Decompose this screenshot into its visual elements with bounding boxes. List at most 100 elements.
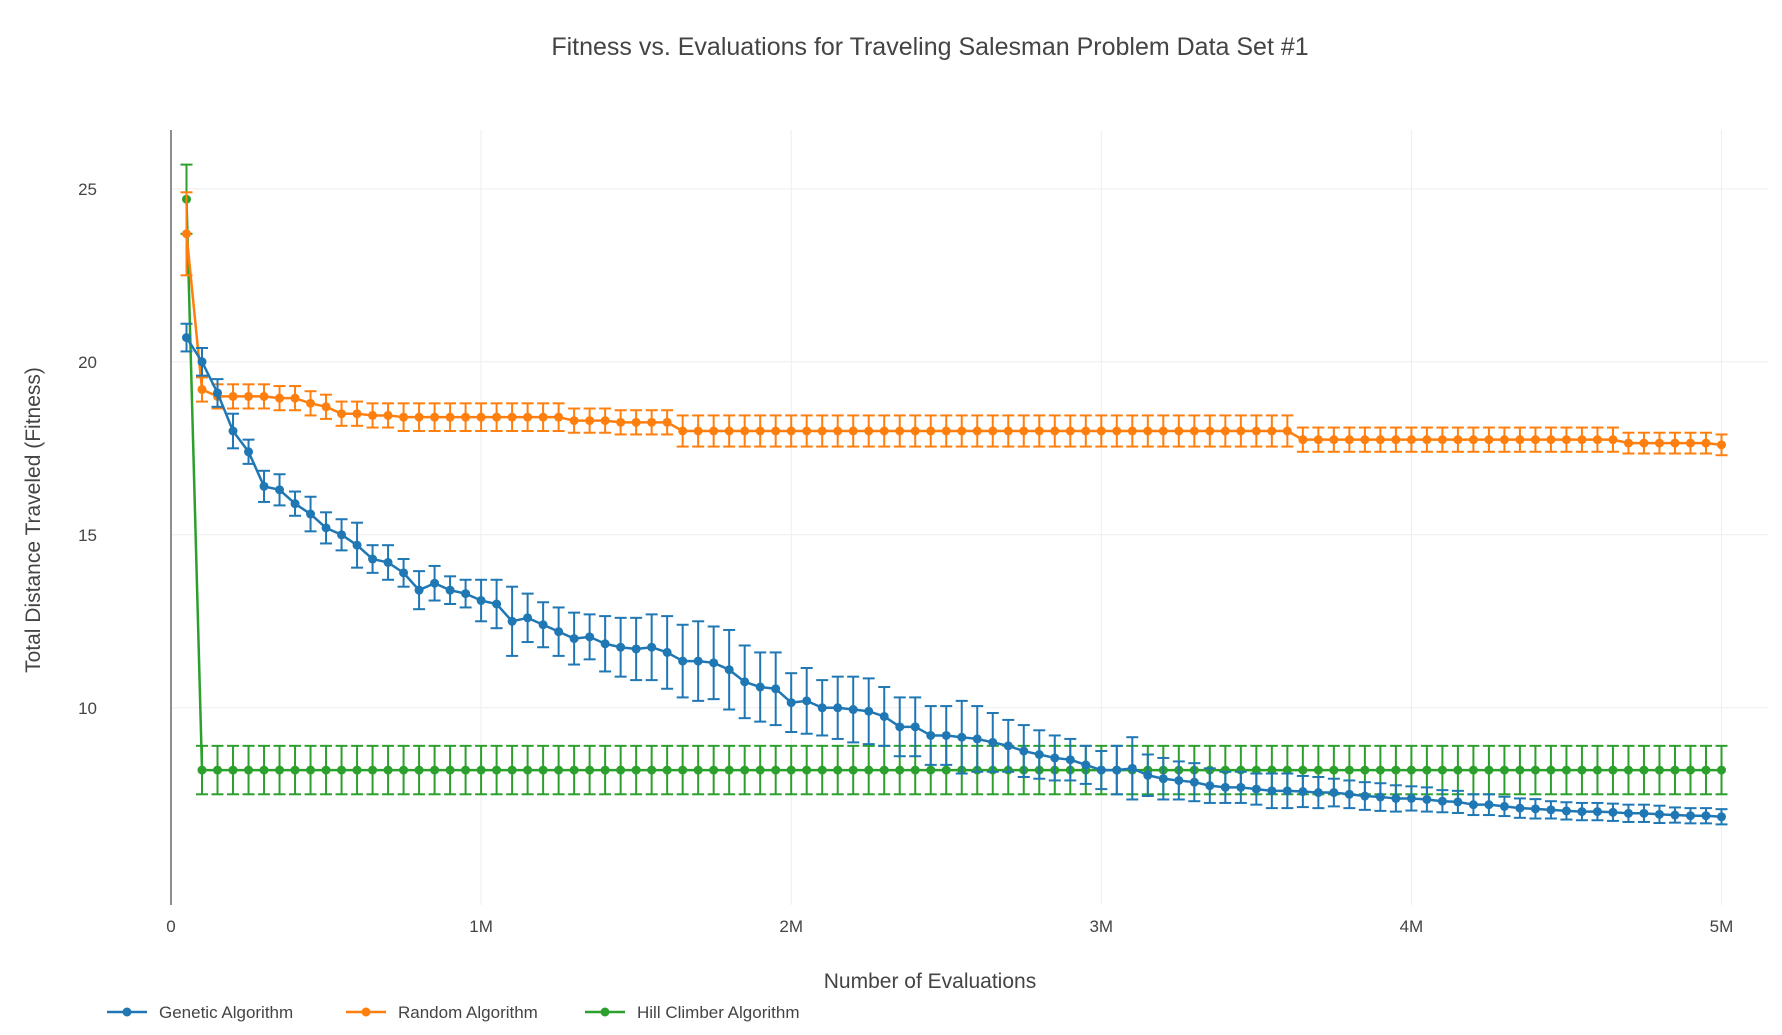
data-point — [833, 703, 843, 713]
data-point — [755, 765, 765, 775]
data-point — [352, 409, 362, 419]
data-point — [228, 765, 238, 775]
data-point — [1391, 765, 1401, 775]
data-point — [368, 410, 378, 420]
data-point — [631, 765, 641, 775]
data-point — [1577, 807, 1587, 817]
data-point — [1701, 765, 1711, 775]
data-point — [1205, 781, 1215, 791]
data-point — [523, 613, 533, 623]
data-point — [616, 417, 626, 427]
data-point — [321, 402, 331, 412]
data-point — [1189, 777, 1199, 787]
data-point — [1623, 438, 1633, 448]
data-point — [895, 426, 905, 436]
data-point — [848, 705, 858, 715]
data-point — [1251, 765, 1261, 775]
data-point — [879, 426, 889, 436]
data-point — [1515, 803, 1525, 813]
data-point — [461, 412, 471, 422]
data-point — [1592, 765, 1602, 775]
data-point — [1592, 435, 1602, 445]
data-point — [275, 765, 285, 775]
data-point — [213, 388, 223, 398]
data-point — [368, 554, 378, 564]
data-point — [1608, 435, 1618, 445]
data-point — [724, 665, 734, 675]
data-point — [678, 426, 688, 436]
data-point — [662, 647, 672, 657]
data-point — [600, 639, 610, 649]
data-point — [492, 599, 502, 609]
data-point — [693, 656, 703, 666]
data-point — [197, 357, 207, 367]
data-point — [1654, 438, 1664, 448]
data-point — [1546, 435, 1556, 445]
y-axis-title: Total Distance Traveled (Fitness) — [22, 367, 45, 673]
data-point — [1561, 765, 1571, 775]
data-point — [771, 684, 781, 694]
data-point — [1422, 765, 1432, 775]
data-point — [337, 765, 347, 775]
data-point — [445, 412, 455, 422]
data-point — [910, 426, 920, 436]
data-point — [1360, 791, 1370, 801]
data-point — [1313, 788, 1323, 798]
series-random-algorithm — [180, 191, 1728, 457]
data-point — [259, 481, 269, 491]
data-point — [895, 765, 905, 775]
data-point — [1050, 753, 1060, 763]
data-point — [244, 765, 254, 775]
series-hill-climber-algorithm — [180, 163, 1728, 796]
data-point — [1406, 793, 1416, 803]
data-point — [1298, 435, 1308, 445]
data-point — [1081, 426, 1091, 436]
data-point — [492, 765, 502, 775]
x-tick-label: 3M — [1089, 917, 1113, 936]
data-point — [1329, 788, 1339, 798]
data-point — [988, 737, 998, 747]
chart-title: Fitness vs. Evaluations for Traveling Sa… — [551, 33, 1308, 61]
data-point — [1437, 796, 1447, 806]
data-point — [1654, 765, 1664, 775]
data-point — [1112, 765, 1122, 775]
data-point — [1716, 440, 1726, 450]
data-point — [523, 765, 533, 775]
data-point — [926, 730, 936, 740]
data-point — [259, 391, 269, 401]
data-point — [941, 426, 951, 436]
data-point — [476, 596, 486, 606]
data-point — [802, 696, 812, 706]
data-point — [988, 426, 998, 436]
data-point — [244, 391, 254, 401]
data-point — [244, 447, 254, 457]
legend-item: Genetic Algorithm — [107, 1003, 293, 1022]
data-point — [1375, 435, 1385, 445]
data-point — [848, 426, 858, 436]
data-point — [476, 412, 486, 422]
data-point — [1034, 426, 1044, 436]
data-point — [1112, 426, 1122, 436]
x-tick-label: 4M — [1400, 917, 1424, 936]
data-point — [1716, 812, 1726, 822]
data-point — [833, 765, 843, 775]
data-point — [538, 765, 548, 775]
data-point — [1484, 800, 1494, 810]
data-point — [1298, 765, 1308, 775]
data-point — [1282, 426, 1292, 436]
legend-label: Hill Climber Algorithm — [637, 1003, 799, 1022]
data-point — [1143, 770, 1153, 780]
axes-layer: 0 1M 2M 3M 4M 5M 10 15 20 25 — [78, 130, 1733, 936]
data-point — [337, 530, 347, 540]
data-point — [1019, 426, 1029, 436]
data-point — [1484, 765, 1494, 775]
data-point — [1561, 806, 1571, 816]
data-point — [1360, 765, 1370, 775]
data-point — [786, 765, 796, 775]
data-point — [1468, 800, 1478, 810]
data-point — [1313, 435, 1323, 445]
data-point — [1344, 435, 1354, 445]
data-point — [864, 765, 874, 775]
data-point — [228, 391, 238, 401]
x-tick-label: 1M — [469, 917, 493, 936]
